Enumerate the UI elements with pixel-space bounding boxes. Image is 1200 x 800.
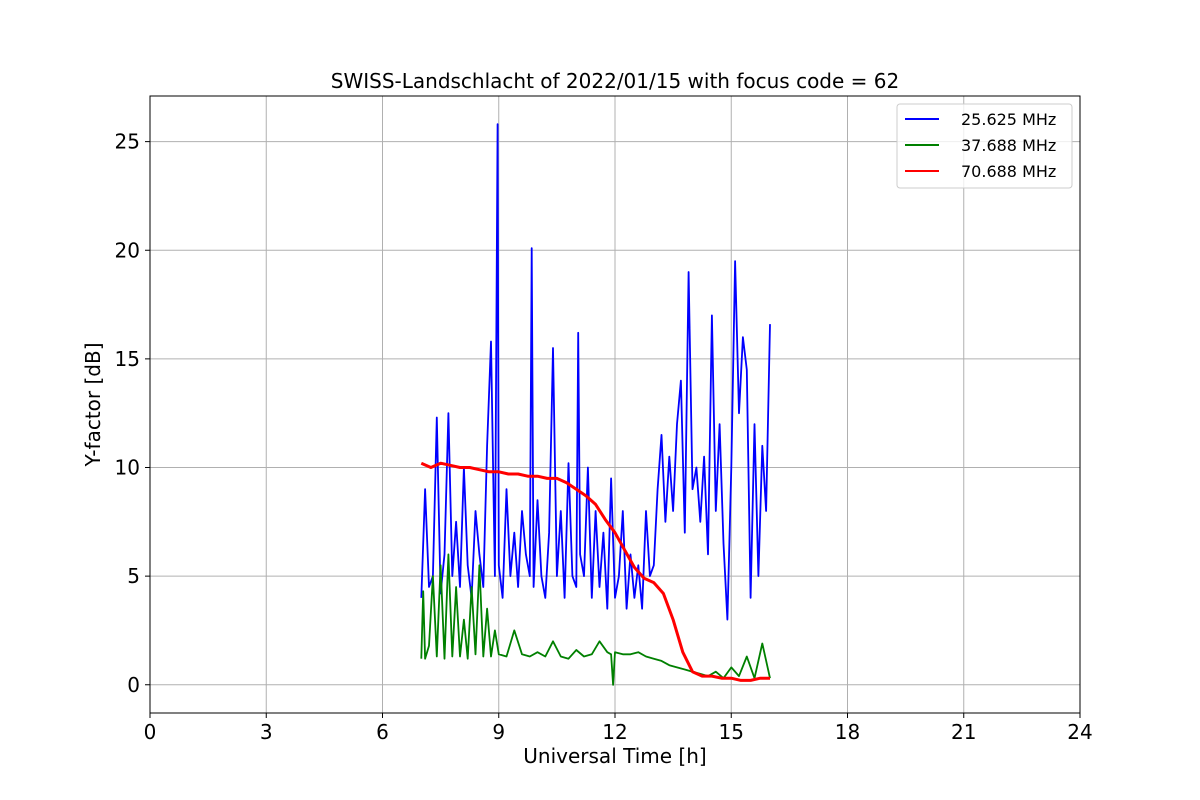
x-tick-label: 24 <box>1067 720 1092 744</box>
x-tick-label: 21 <box>951 720 976 744</box>
legend-label: 25.625 MHz <box>961 110 1056 129</box>
ticks: 0 3 6 9 12 15 18 21 24 0 5 10 15 20 25 <box>115 130 1093 744</box>
x-tick-label: 0 <box>144 720 157 744</box>
series-line-0 <box>420 123 771 621</box>
series-lines <box>420 123 771 686</box>
y-tick-label: 15 <box>115 347 140 371</box>
x-tick-label: 6 <box>376 720 389 744</box>
legend-label: 70.688 MHz <box>961 162 1056 181</box>
chart-title: SWISS-Landschlacht of 2022/01/15 with fo… <box>331 69 899 93</box>
x-tick-label: 9 <box>492 720 505 744</box>
y-tick-label: 20 <box>115 238 140 262</box>
y-tick-label: 25 <box>115 130 140 154</box>
x-axis-label: Universal Time [h] <box>523 744 706 768</box>
series-line-1 <box>420 553 771 686</box>
y-axis-label: Y-factor [dB] <box>81 342 105 467</box>
x-tick-label: 15 <box>719 720 744 744</box>
legend-box <box>896 103 1073 189</box>
series-line-2 <box>420 461 770 682</box>
legend: 25.625 MHz 37.688 MHz 70.688 MHz <box>896 103 1073 189</box>
y-tick-label: 0 <box>127 673 140 697</box>
y-tick-label: 10 <box>115 456 140 480</box>
x-tick-label: 3 <box>260 720 273 744</box>
x-tick-label: 12 <box>602 720 627 744</box>
grid <box>149 96 1081 713</box>
legend-label: 37.688 MHz <box>961 136 1056 155</box>
y-tick-label: 5 <box>127 564 140 588</box>
x-tick-label: 18 <box>835 720 860 744</box>
